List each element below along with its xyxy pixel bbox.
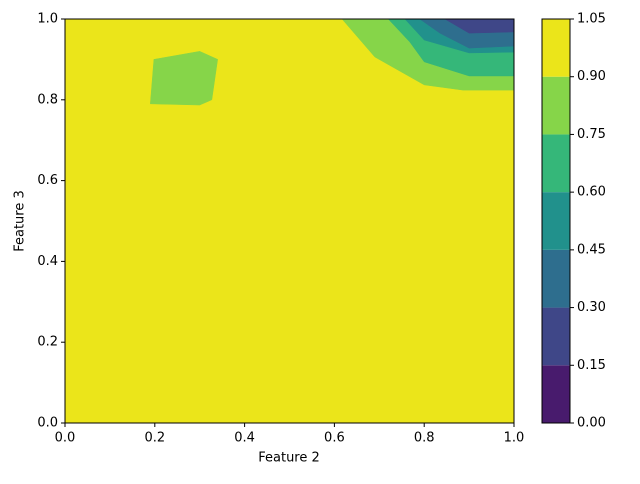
colorbar-band [542,76,570,135]
x-tick-label: 0.8 [414,431,435,446]
colorbar-band [542,19,570,77]
axes-frame [64,18,515,424]
y-tick-label: 1.0 [37,12,58,27]
y-tick-label: 0.2 [37,335,58,350]
colorbar-band [542,192,570,250]
colorbar-tick-label: 0.45 [577,242,606,257]
y-tick-label: 0.4 [37,254,58,269]
colorbar-tick-label: 0.75 [577,127,606,142]
x-tick-label: 0.6 [324,431,345,446]
colorbar-band [542,365,570,423]
colorbar-tick-label: 0.00 [577,416,606,431]
colorbar-frame [541,18,571,424]
colorbar-band [542,134,570,193]
colorbar-tick-label: 0.15 [577,358,606,373]
colorbar-tick-label: 1.05 [577,12,606,27]
y-tick-label: 0.0 [37,416,58,431]
x-tick-label: 1.0 [504,431,525,446]
colorbar-tick-label: 0.30 [577,300,606,315]
x-tick-label: 0.2 [144,431,165,446]
colorbar-tick-label: 0.90 [577,69,606,84]
x-tick-label: 0.0 [55,431,76,446]
colorbar-band [542,307,570,366]
contour-region [150,51,218,106]
colorbar-tick-label: 0.60 [577,185,606,200]
y-tick-label: 0.6 [37,173,58,188]
y-tick-label: 0.8 [37,92,58,107]
y-axis-label: Feature 3 [13,190,28,252]
colorbar-band [542,249,570,308]
x-axis-label: Feature 2 [258,451,320,466]
x-tick-label: 0.4 [234,431,255,446]
